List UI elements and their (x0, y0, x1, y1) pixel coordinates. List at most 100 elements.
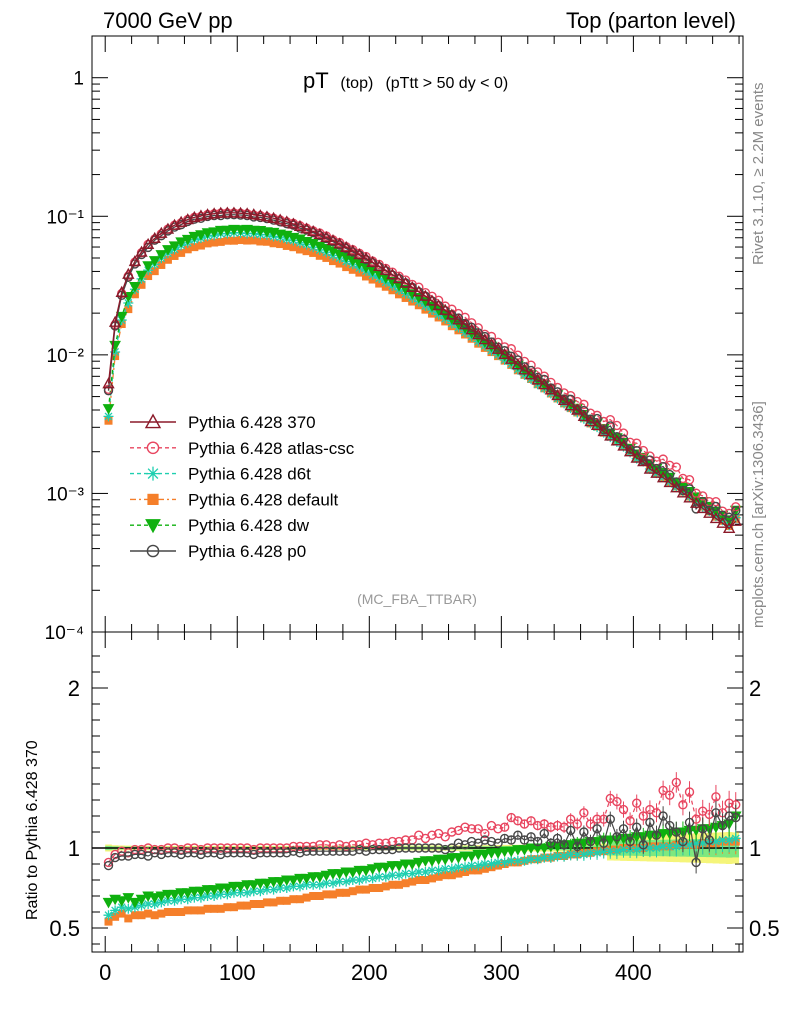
series-default-ratio-point (262, 898, 271, 907)
series-p370-point (630, 451, 643, 463)
series-dw-ratio-point (102, 897, 115, 909)
series-atlas-ratio-point (202, 843, 213, 853)
x-tick-label: 100 (219, 960, 256, 985)
series-default-ratio-point (243, 901, 252, 910)
series-d6t-ratio-point (314, 879, 325, 890)
series-atlas-ratio-point (711, 792, 721, 802)
series-default-ratio-point (150, 911, 159, 920)
series-d6t-ratio-point (228, 887, 239, 898)
series-d6t-point (103, 411, 114, 422)
series-p0-ratio-point (618, 824, 629, 834)
series-default-ratio-point (381, 882, 390, 891)
series-p370-point (260, 210, 274, 222)
series-p370-point (419, 289, 432, 301)
plot-title-sub2: (pTtt > 50 dy < 0) (385, 75, 508, 92)
series-default-point (335, 259, 344, 268)
series-atlas-ratio-point (612, 796, 622, 807)
series-p370-point (663, 476, 676, 488)
series-dw-point (129, 281, 141, 293)
series-atlas-ratio-point (526, 816, 536, 826)
series-dw-ratio-point (313, 872, 326, 883)
series-p0-ratio-point (559, 840, 569, 850)
series-d6t-ratio-point (261, 884, 272, 895)
series-atlas-ratio-point (466, 824, 477, 834)
series-p370-point (122, 267, 135, 279)
series-p0-ratio-point (321, 846, 332, 856)
series-default-ratio-point (447, 871, 456, 880)
series-atlas-ratio-point (632, 798, 642, 808)
series-atlas-ratio-point (565, 814, 576, 824)
series-p370-point (227, 206, 241, 218)
series-default-point (282, 241, 291, 250)
series-dw-ratio-point (346, 867, 359, 879)
series-p370-point (135, 245, 148, 257)
series-d6t-ratio-point (526, 854, 537, 865)
series-p370-point (716, 516, 729, 528)
series-dw-ratio-point (406, 859, 419, 871)
series-p370-point (300, 222, 313, 234)
series-default-point (256, 237, 265, 246)
series-dw-ratio-point (465, 851, 478, 863)
series-atlas-ratio-point (552, 820, 563, 831)
series-p0-ratio-point (532, 836, 543, 847)
series-p0-ratio-point (216, 849, 226, 860)
series-dw-ratio-point (261, 878, 273, 890)
series-p0-ratio-point (361, 846, 371, 856)
series-default-point (150, 267, 159, 276)
series-default-ratio-point (302, 893, 311, 902)
series-default-ratio-point (335, 888, 344, 897)
series-d6t-ratio-point (361, 873, 372, 884)
series-default-ratio-point (368, 884, 377, 892)
series-d6t-ratio-point (367, 873, 378, 884)
series-p0-ratio-point (704, 835, 715, 845)
series-atlas-ratio-point (183, 843, 193, 853)
series-p370-point (524, 368, 538, 380)
rivet-label: Rivet 3.1.10, ≥ 2.2M events (750, 83, 767, 266)
series-p370-point (353, 248, 366, 260)
series-dw-ratio-point (148, 893, 161, 904)
series-d6t-ratio-point (149, 899, 160, 909)
series-p0-ratio-point (645, 817, 655, 828)
series-p370-point (214, 206, 227, 218)
series-d6t-ratio-point (341, 876, 352, 887)
series-default-ratio-point (401, 879, 410, 888)
series-default-point (295, 245, 304, 254)
series-p370-point (287, 217, 300, 229)
ratio-y-tick-label-right: 1 (749, 836, 761, 861)
series-default-ratio-point (190, 906, 199, 915)
series-d6t-ratio-point (182, 894, 193, 905)
series-p0-ratio-point (506, 835, 516, 845)
series-d6t-ratio-point (440, 863, 451, 874)
series-dw-ratio-point (168, 889, 181, 901)
series-p370-point (115, 285, 128, 297)
series-p370-point (511, 358, 525, 370)
series-p0-ratio-point (671, 827, 682, 837)
main-y-tick-label: 10⁻⁴ (45, 623, 84, 644)
series-p0-ratio-point (268, 848, 279, 858)
series-d6t-ratio-point (354, 875, 365, 885)
series-d6t-ratio-point (235, 887, 246, 898)
legend-item-default: Pythia 6.428 default (130, 490, 339, 509)
series-dw-ratio-point (129, 897, 141, 909)
series-d6t-ratio-point (479, 859, 490, 869)
series-default-point (203, 239, 212, 248)
series-p370-point (333, 237, 346, 249)
series-p370-point (366, 255, 379, 267)
legend-marker (147, 493, 159, 505)
series-d6t-ratio-point (202, 891, 213, 901)
series-d6t-ratio-point (664, 841, 675, 852)
series-p370-point (201, 208, 214, 220)
series-p370-point (306, 225, 320, 237)
series-default-ratio-point (269, 898, 278, 907)
series-dw-ratio-point (287, 875, 300, 887)
series-p0-ratio (103, 800, 741, 874)
series-default-point (183, 245, 192, 254)
series-p0-ratio-point (123, 851, 134, 861)
ratio-y-tick-label-right: 2 (749, 676, 761, 701)
legend-marker (146, 441, 160, 455)
series-p0-ratio-point (341, 846, 351, 856)
series-p370-point (610, 434, 624, 446)
series-p370-point (544, 383, 558, 395)
series-default-point (229, 236, 238, 245)
series-p0-ratio-point (625, 836, 635, 847)
